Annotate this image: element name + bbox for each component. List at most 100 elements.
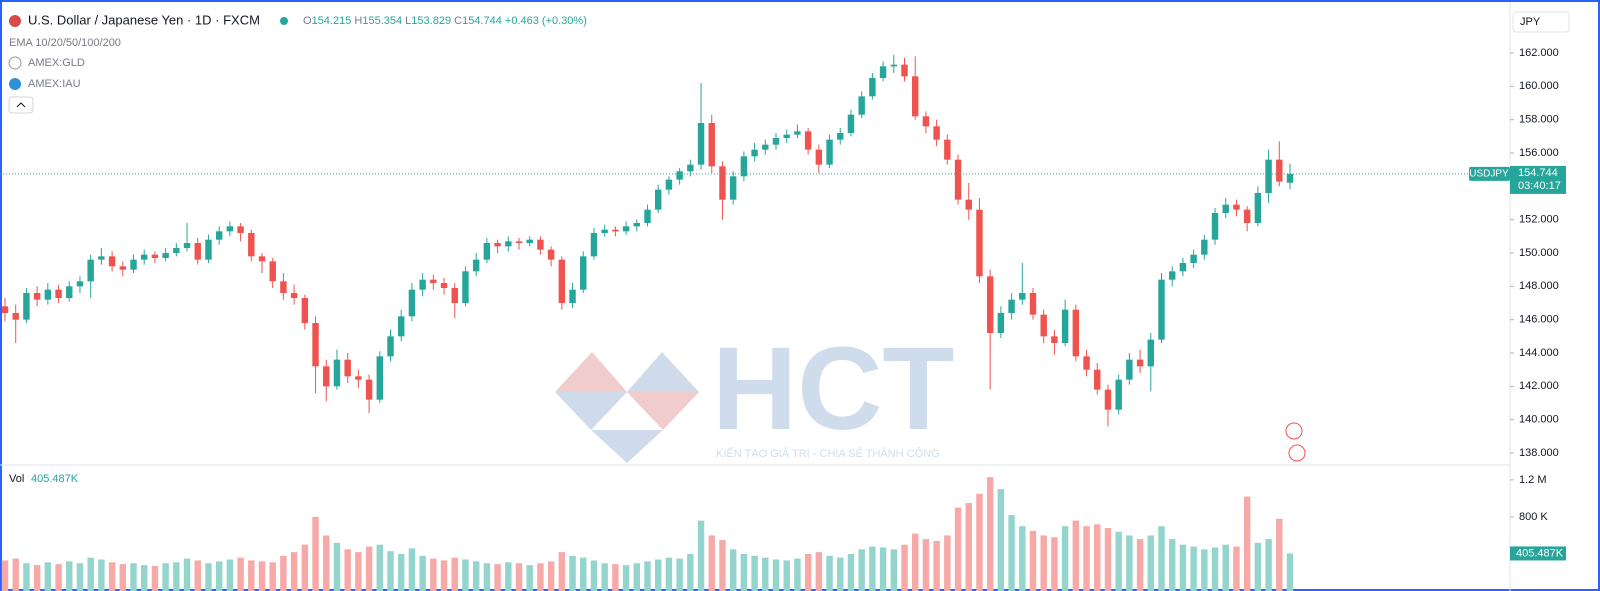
candle-body	[194, 243, 201, 260]
volume-bar	[248, 560, 255, 591]
volume-bar	[804, 553, 812, 591]
candle-body	[1158, 279, 1165, 340]
volume-bar	[558, 552, 566, 591]
y-tick-label: 152.000	[1519, 214, 1559, 226]
volume-bar	[130, 563, 137, 591]
candle-body	[762, 144, 769, 150]
candle-body	[1201, 239, 1208, 255]
y-tick-label: 1.2 M	[1519, 474, 1547, 486]
y-tick-label: 142.000	[1519, 380, 1559, 392]
value: 155.354	[362, 15, 402, 27]
volume-bar	[76, 563, 84, 591]
volume-bar	[719, 540, 726, 591]
candle-body	[408, 289, 416, 317]
candle-body	[1008, 299, 1015, 313]
candle-body	[976, 209, 983, 277]
candle-body	[1019, 293, 1026, 300]
volume-bar	[472, 561, 480, 591]
volume-bar	[1083, 526, 1090, 591]
candle-body	[837, 133, 844, 140]
candle-body	[430, 279, 437, 283]
volume-bar	[580, 557, 587, 591]
candle-body	[772, 138, 780, 145]
volume-tag: 405.487K	[1516, 547, 1564, 559]
volume-bar	[312, 516, 319, 591]
candle-body	[440, 283, 448, 288]
change: +0.463 (+0.30%)	[505, 15, 587, 27]
candle-body	[729, 176, 737, 200]
y-tick-label: 156.000	[1519, 147, 1559, 159]
market-status[interactable]	[280, 17, 288, 25]
candle-body	[130, 259, 137, 270]
volume-bar	[954, 507, 962, 591]
candle-body	[933, 126, 940, 140]
indicator[interactable]: AMEX:GLD	[28, 57, 85, 69]
candle-body	[580, 256, 587, 290]
volume-bar	[601, 563, 608, 591]
volume-bar	[119, 564, 127, 591]
y-tick-label: 162.000	[1519, 47, 1559, 59]
candle-body	[1061, 309, 1069, 343]
volume-bar	[140, 565, 148, 591]
volume-bar	[1286, 553, 1294, 591]
candle-body	[815, 149, 823, 165]
volume-bar	[44, 562, 52, 591]
candle-body	[751, 149, 758, 157]
candle-body	[365, 379, 373, 400]
candle-body	[1190, 254, 1197, 263]
candle-body	[1265, 159, 1272, 193]
volume-bar	[1029, 530, 1037, 591]
candle-body	[1286, 173, 1294, 183]
candle-body	[494, 243, 501, 247]
candle-body	[1168, 271, 1176, 280]
event-icon[interactable]	[1285, 422, 1303, 440]
volume-bar	[590, 560, 598, 591]
volume-bar	[997, 489, 1005, 591]
price-tag-bg	[1510, 165, 1566, 194]
candle-body	[537, 239, 544, 250]
volume-bar	[280, 555, 287, 591]
volume-bar	[858, 549, 865, 591]
y-tick-label: 144.000	[1519, 347, 1559, 359]
volume-bar	[419, 555, 426, 591]
collapse-icon	[16, 102, 26, 108]
candles	[1, 54, 1294, 427]
header: U.S. Dollar / Japanese Yen · 1D · FXCM O…	[8, 11, 1570, 485]
candle-body	[33, 293, 41, 300]
volume-bar	[494, 564, 501, 591]
candle-body	[1040, 314, 1047, 337]
volume-bar	[1, 560, 9, 591]
candle-body	[1254, 193, 1262, 223]
candle-body	[986, 276, 994, 333]
volume-bars	[1, 477, 1294, 591]
volume-bar	[1126, 535, 1133, 591]
candle-body	[783, 134, 790, 138]
volume-bar	[622, 565, 630, 591]
volume-bar	[355, 552, 362, 591]
y-tick-label: 146.000	[1519, 314, 1559, 326]
candle-body	[569, 289, 576, 303]
volume-bar	[226, 559, 234, 591]
volume-bar	[323, 535, 330, 591]
candle-body	[1243, 209, 1251, 223]
candle-body	[1051, 336, 1058, 343]
candle-body	[215, 231, 223, 240]
watermark: HCT KIẾN TẠO GIÁ TRỊ - CHIA SẺ THÀNH CÔN…	[555, 323, 955, 463]
collapse-button[interactable]	[8, 96, 34, 114]
candle-body	[794, 131, 801, 135]
indicator[interactable]: AMEX:IAU	[28, 78, 81, 90]
indicator[interactable]: EMA 10/20/50/100/200	[9, 37, 121, 49]
volume-bar	[1201, 549, 1208, 591]
y-tick-label: 148.000	[1519, 280, 1559, 292]
candle-body	[1126, 359, 1133, 380]
candle-body	[1222, 204, 1229, 213]
volume-bar	[151, 566, 159, 591]
candle-body	[965, 199, 972, 210]
candle-body	[1029, 293, 1037, 315]
event-icon[interactable]	[1288, 444, 1306, 462]
volume-bar	[547, 561, 555, 591]
volume-bar	[762, 557, 769, 591]
currency-button[interactable]	[1512, 11, 1570, 33]
candle-body	[248, 233, 255, 257]
